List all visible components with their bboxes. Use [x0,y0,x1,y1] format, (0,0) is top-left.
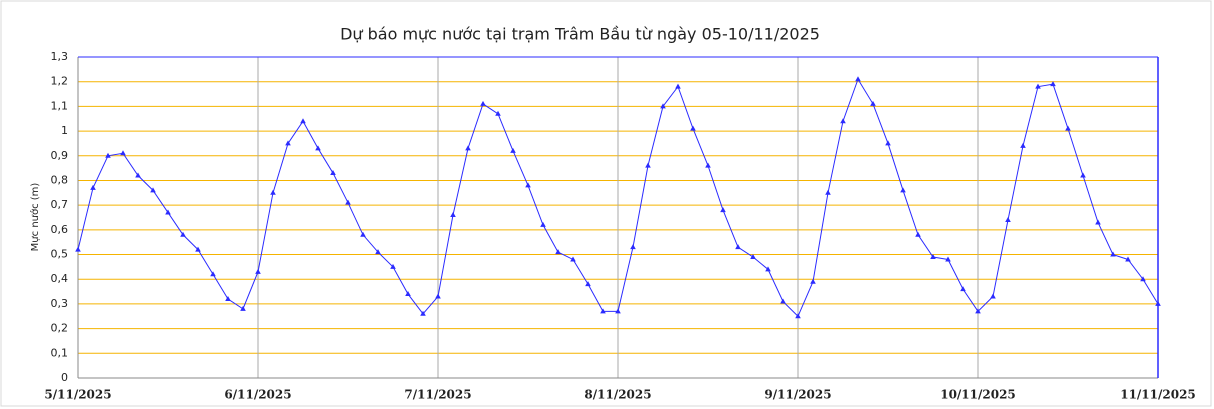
point-marker [570,256,576,262]
point-marker [375,249,381,255]
point-marker [735,244,741,250]
point-marker [285,140,291,146]
x-tick-label: 6/11/2025 [224,388,291,402]
point-marker [120,150,126,156]
y-tick-label: 0,9 [51,149,69,162]
point-marker [645,162,651,168]
point-marker [465,145,471,151]
point-marker [390,263,396,269]
x-tick-label: 11/11/2025 [1120,388,1196,402]
point-marker [600,308,606,314]
y-tick-label: 0,8 [51,173,69,186]
point-marker [780,298,786,304]
point-marker [150,187,156,193]
point-marker [480,100,486,106]
point-marker [945,256,951,262]
y-axis-label: Mực nước (m) [29,183,41,252]
point-marker [855,76,861,82]
point-marker [1140,276,1146,282]
point-marker [1065,125,1071,131]
y-tick-label: 0,7 [51,198,69,211]
point-marker [315,145,321,151]
point-marker [915,231,921,237]
point-marker [885,140,891,146]
point-marker [960,286,966,292]
point-marker [240,305,246,311]
point-marker [975,308,981,314]
point-marker [1125,256,1131,262]
x-tick-label: 10/11/2025 [940,388,1016,402]
point-marker [180,231,186,237]
point-marker [420,310,426,316]
y-tick-label: 0,5 [51,248,69,261]
point-marker [360,231,366,237]
point-marker [330,170,336,176]
point-marker [210,271,216,277]
point-marker [510,147,516,153]
point-marker [435,293,441,299]
point-marker [405,291,411,297]
x-tick-label: 7/11/2025 [404,388,471,402]
point-marker [1080,172,1086,178]
point-marker [900,187,906,193]
point-marker [795,313,801,319]
point-marker [165,209,171,215]
point-marker [930,254,936,260]
point-marker [615,308,621,314]
x-tick-label: 5/11/2025 [44,388,111,402]
point-marker [75,246,81,252]
point-marker [585,281,591,287]
y-tick-label: 0,2 [51,322,69,335]
point-marker [105,152,111,158]
point-marker [810,278,816,284]
y-tick-label: 0,4 [51,272,69,285]
point-marker [1110,251,1116,257]
point-marker [255,268,261,274]
y-tick-label: 0,6 [51,223,69,236]
chart-title: Dự báo mực nước tại trạm Trâm Bầu từ ngà… [340,25,820,44]
point-marker [450,212,456,218]
x-tick-label: 8/11/2025 [584,388,651,402]
point-marker [555,249,561,255]
point-marker [540,221,546,227]
y-tick-label: 1 [61,124,68,137]
point-marker [195,246,201,252]
point-marker [495,110,501,116]
point-marker [630,244,636,250]
y-tick-label: 0 [61,371,68,384]
point-marker [870,100,876,106]
point-marker [345,199,351,205]
point-marker [660,103,666,109]
point-marker [825,189,831,195]
point-marker [135,172,141,178]
y-tick-label: 0,1 [51,346,69,359]
point-marker [525,182,531,188]
point-marker [1050,81,1056,87]
point-marker [840,118,846,124]
point-marker [300,118,306,124]
point-marker [990,293,996,299]
point-marker [1155,300,1161,306]
point-marker [690,125,696,131]
y-tick-label: 1,1 [51,99,69,112]
x-tick-label: 9/11/2025 [764,388,831,402]
point-marker [720,207,726,213]
point-marker [1005,216,1011,222]
point-marker [270,189,276,195]
point-marker [1020,142,1026,148]
point-marker [765,266,771,272]
point-marker [90,184,96,190]
point-marker [1035,83,1041,89]
y-tick-label: 1,3 [51,50,69,63]
y-tick-label: 1,2 [51,75,69,88]
y-tick-label: 0,3 [51,297,69,310]
point-marker [1095,219,1101,225]
point-marker [675,83,681,89]
point-marker [750,254,756,260]
point-marker [705,162,711,168]
point-marker [225,295,231,301]
